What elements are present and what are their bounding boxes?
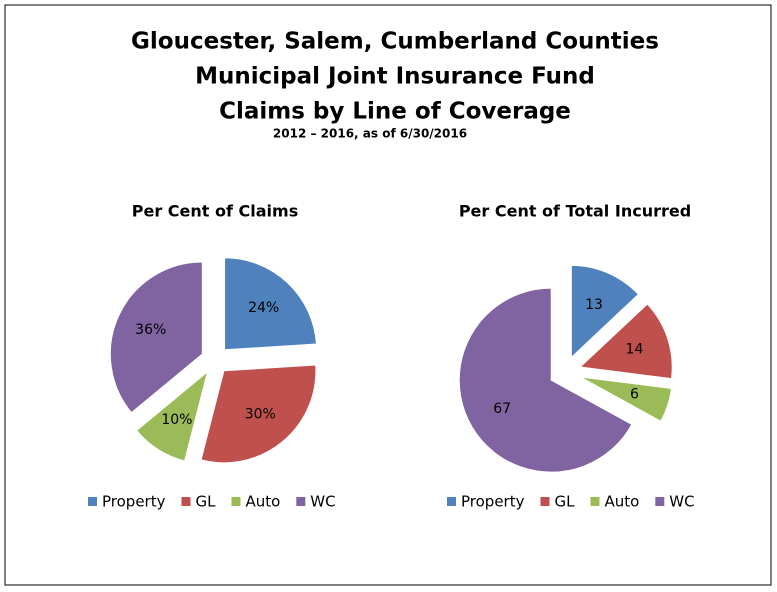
data-label: 67 (493, 401, 511, 417)
title-line: Municipal Joint Insurance Fund (195, 64, 595, 90)
data-label: 24% (248, 300, 279, 316)
subtitle: 2012 – 2016, as of 6/30/2016 (273, 127, 467, 141)
pie-slice (570, 264, 640, 359)
legend-label: Auto (245, 493, 280, 511)
legend-swatch (447, 497, 456, 506)
data-label: 14 (626, 341, 644, 357)
pie-slice (200, 364, 317, 464)
data-label: 36% (135, 322, 166, 338)
title-line: Claims by Line of Coverage (219, 99, 571, 125)
pie-slice (579, 376, 673, 422)
legend-swatch (296, 497, 306, 506)
legend-swatch (655, 497, 665, 506)
pie-slice (224, 257, 317, 351)
legend-label: WC (310, 493, 335, 511)
data-label: 6 (630, 387, 639, 403)
legend-swatch (540, 497, 550, 506)
legend-swatch (181, 497, 191, 506)
legend-label: GL (554, 493, 575, 511)
legend-swatch (231, 497, 241, 506)
data-label: 13 (585, 297, 603, 313)
data-label: 10% (161, 412, 192, 428)
pie-slice (458, 287, 633, 473)
pie-slice (109, 261, 203, 414)
legend-label: Auto (604, 493, 639, 511)
title-line: Gloucester, Salem, Cumberland Counties (131, 29, 659, 55)
legend-swatch (88, 497, 97, 506)
legend-swatch (590, 497, 600, 506)
chart-title: Per Cent of Total Incurred (459, 202, 691, 221)
legend-label: Property (461, 493, 525, 511)
data-label: 30% (245, 407, 276, 423)
legend-label: WC (669, 493, 694, 511)
chart-title: Per Cent of Claims (132, 202, 298, 221)
pie-slice (579, 303, 673, 380)
pie-slice (135, 370, 209, 462)
legend-label: Property (102, 493, 166, 511)
legend-label: GL (195, 493, 216, 511)
